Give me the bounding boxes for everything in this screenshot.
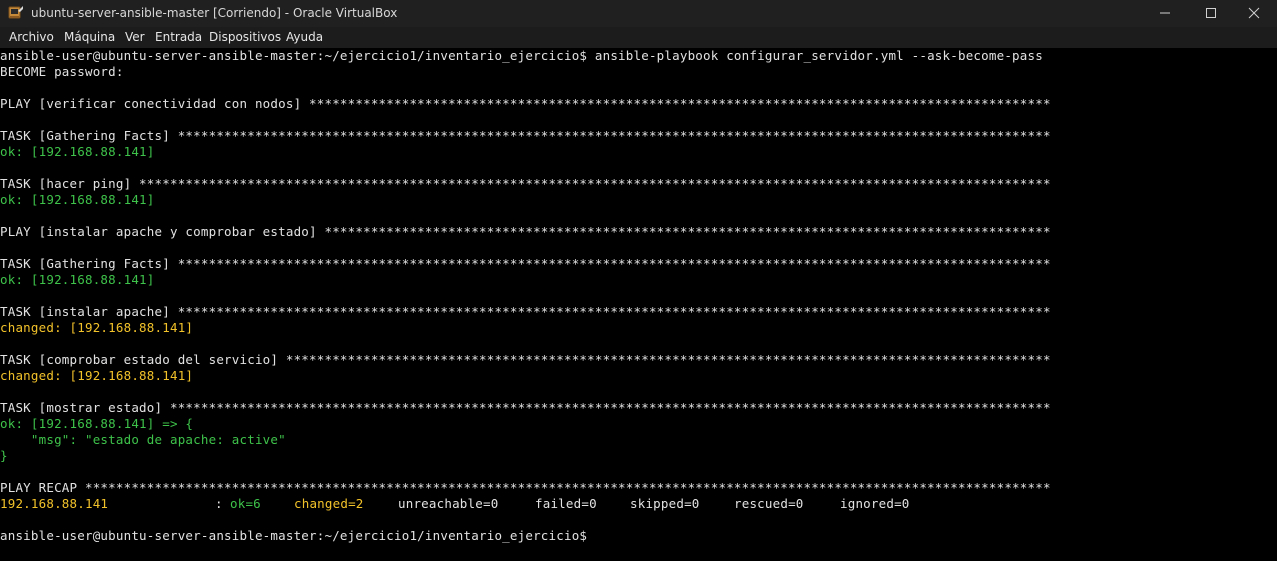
terminal-line-blank xyxy=(0,80,1277,96)
close-button[interactable] xyxy=(1231,0,1277,27)
terminal-line-task: TASK [comprobar estado del servicio] ***… xyxy=(0,352,1051,367)
terminal-line-prompt[interactable]: ansible-user@ubuntu-server-ansible-maste… xyxy=(0,528,588,543)
terminal-line-blank xyxy=(0,512,1277,528)
terminal-line-task: TASK [instalar apache] *****************… xyxy=(0,304,1051,319)
terminal-line-become-password: BECOME password: xyxy=(0,64,124,79)
terminal-line-ok: ok: [192.168.88.141] => { xyxy=(0,416,194,431)
terminal-line-blank xyxy=(0,160,1277,176)
close-icon xyxy=(1248,7,1260,19)
maximize-icon xyxy=(1206,8,1216,18)
recap-skipped: skipped=0 xyxy=(630,496,700,511)
terminal-line-ok: ok: [192.168.88.141] xyxy=(0,144,155,159)
menu-maquina[interactable]: Máquina xyxy=(64,30,116,44)
recap-failed: failed=0 xyxy=(535,496,597,511)
recap-rescued: rescued=0 xyxy=(734,496,804,511)
terminal-line-blank xyxy=(0,384,1277,400)
menu-ayuda[interactable]: Ayuda xyxy=(286,30,324,44)
minimize-button[interactable] xyxy=(1142,0,1188,27)
menu-dispositivos[interactable]: Dispositivos xyxy=(209,30,282,44)
terminal-line-blank xyxy=(0,112,1277,128)
terminal-line-ok: ok: [192.168.88.141] xyxy=(0,192,155,207)
recap-unreachable: unreachable=0 xyxy=(398,496,499,511)
menu-ver[interactable]: Ver xyxy=(125,30,145,44)
terminal-line-blank xyxy=(0,240,1277,256)
menu-bar: Archivo Máquina Ver Entrada Dispositivos… xyxy=(0,27,1277,48)
recap-row: 192.168.88.141 : ok=6 changed=2 unreacha… xyxy=(0,496,1277,512)
minimize-icon xyxy=(1160,12,1170,14)
maximize-button[interactable] xyxy=(1188,0,1234,27)
virtualbox-app-icon xyxy=(8,5,24,21)
terminal-line-changed: changed: [192.168.88.141] xyxy=(0,368,194,383)
terminal-line-msg: "msg": "estado de apache: active" xyxy=(0,432,286,447)
menu-entrada[interactable]: Entrada xyxy=(155,30,203,44)
terminal-line-changed: changed: [192.168.88.141] xyxy=(0,320,194,335)
terminal-line-blank xyxy=(0,464,1277,480)
terminal-line-brace: } xyxy=(0,448,8,463)
window-title: ubuntu-server-ansible-master [Corriendo]… xyxy=(31,6,398,20)
terminal-line-task: TASK [Gathering Facts] *****************… xyxy=(0,256,1051,271)
terminal-line-play: PLAY [verificar conectividad con nodos] … xyxy=(0,96,1051,111)
recap-separator: : xyxy=(215,496,223,511)
terminal-line-blank xyxy=(0,208,1277,224)
terminal-line-task: TASK [Gathering Facts] *****************… xyxy=(0,128,1051,143)
recap-host: 192.168.88.141 xyxy=(0,496,109,511)
terminal-line-play-recap: PLAY RECAP *****************************… xyxy=(0,480,1051,495)
recap-changed: changed=2 xyxy=(294,496,364,511)
terminal-line-task: TASK [hacer ping] **********************… xyxy=(0,176,1051,191)
terminal-line-task: TASK [mostrar estado] ******************… xyxy=(0,400,1051,415)
terminal-line-ok: ok: [192.168.88.141] xyxy=(0,272,155,287)
recap-ok: ok=6 xyxy=(230,496,261,511)
terminal-line-blank xyxy=(0,288,1277,304)
terminal-line-blank xyxy=(0,336,1277,352)
terminal-line-play: PLAY [instalar apache y comprobar estado… xyxy=(0,224,1051,239)
terminal-screen[interactable]: ansible-user@ubuntu-server-ansible-maste… xyxy=(0,48,1277,561)
menu-archivo[interactable]: Archivo xyxy=(9,30,54,44)
terminal-line-command: ansible-user@ubuntu-server-ansible-maste… xyxy=(0,48,1043,63)
title-bar[interactable]: ubuntu-server-ansible-master [Corriendo]… xyxy=(0,0,1277,27)
recap-ignored: ignored=0 xyxy=(840,496,910,511)
